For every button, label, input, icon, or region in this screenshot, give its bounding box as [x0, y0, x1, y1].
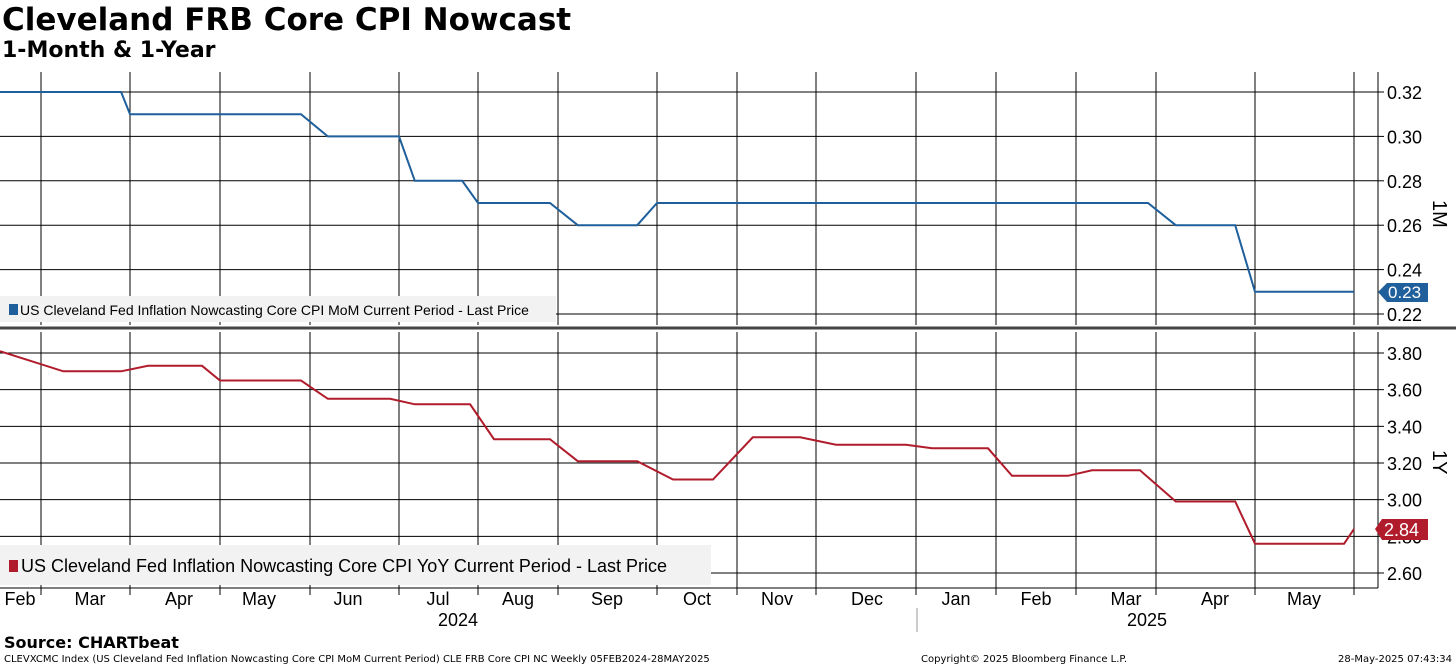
copyright-note: Copyright© 2025 Bloomberg Finance L.P.: [921, 654, 1128, 665]
y-tick-label: 0.32: [1387, 83, 1422, 103]
x-tick-label-year: 2025: [1127, 610, 1167, 630]
y-tick-label: 0.22: [1387, 305, 1422, 325]
x-tick-label: Sep: [591, 589, 623, 609]
y-tick-label: 3.00: [1387, 491, 1422, 511]
mom-last-value-marker: [1378, 283, 1428, 302]
yoy-last-value-label: 2.84: [1384, 520, 1419, 540]
chart-subtitle: 1-Month & 1-Year: [2, 38, 216, 63]
x-tick-label: Oct: [683, 589, 711, 609]
x-tick-label: Jul: [426, 589, 449, 609]
x-tick-label: Mar: [75, 589, 106, 609]
top-y-axis: 0.32 0.30 0.28 0.26 0.24 0.22: [1377, 72, 1422, 325]
y-tick-label: 0.26: [1387, 216, 1422, 236]
top-gridlines: [0, 72, 1378, 325]
mom-series-line: [0, 91, 1354, 293]
yoy-series-line: [0, 350, 1355, 545]
x-tick-label: Jan: [941, 589, 970, 609]
y-tick-label: 3.60: [1387, 381, 1422, 401]
top-axis-label: 1M: [1428, 200, 1450, 228]
top-legend-swatch: [9, 304, 18, 315]
x-tick-label: Nov: [761, 589, 793, 609]
top-panel: US Cleveland Fed Inflation Nowcasting Co…: [0, 72, 1450, 325]
y-tick-label: 2.60: [1387, 564, 1422, 584]
series-description: CLEVXCMC Index (US Cleveland Fed Inflati…: [4, 654, 710, 665]
x-tick-label: Apr: [1201, 589, 1229, 609]
bottom-y-axis: 3.803.603.403.203.002.802.60: [1377, 332, 1422, 588]
y-tick-label: 3.40: [1387, 417, 1422, 437]
timestamp: 28-May-2025 07:43:34: [1338, 654, 1452, 665]
yoy-last-value-marker: [1375, 519, 1428, 540]
x-tick-label: Aug: [502, 589, 534, 609]
y-tick-label: 0.28: [1387, 172, 1422, 192]
bottom-legend-text: US Cleveland Fed Inflation Nowcasting Co…: [21, 556, 667, 576]
y-tick-label: 3.20: [1387, 454, 1422, 474]
bottom-legend-swatch: [9, 560, 18, 572]
y-tick-label: 0.30: [1387, 127, 1422, 147]
x-tick-label: May: [1287, 589, 1321, 609]
bottom-axis-label: 1Y: [1428, 450, 1450, 474]
x-tick-label: Jun: [333, 589, 362, 609]
top-legend-text: US Cleveland Fed Inflation Nowcasting Co…: [20, 302, 529, 318]
x-tick-label-year: 2024: [438, 610, 478, 630]
x-tick-label: May: [242, 589, 276, 609]
y-tick-label: 3.80: [1387, 344, 1422, 364]
y-tick-label: 0.24: [1387, 261, 1422, 281]
mom-last-value-label: 0.23: [1388, 283, 1421, 302]
x-axis: 2024 2025 Feb Mar Apr May Jun Jul Aug Sep Oct Nov…: [0, 587, 1378, 632]
bottom-legend-background: [0, 545, 711, 585]
bottom-panel: US Cleveland Fed Inflation Nowcasting Co…: [0, 332, 1450, 588]
top-legend-background: [0, 296, 556, 322]
chart-title: Cleveland FRB Core CPI Nowcast: [2, 2, 572, 38]
x-tick-label: Feb: [1020, 589, 1051, 609]
x-tick-label: Mar: [1111, 589, 1142, 609]
x-tick-label: Apr: [165, 589, 193, 609]
source-note: Source: CHARTbeat: [4, 633, 179, 652]
x-tick-label: Feb: [4, 589, 35, 609]
x-tick-label: Dec: [851, 589, 883, 609]
